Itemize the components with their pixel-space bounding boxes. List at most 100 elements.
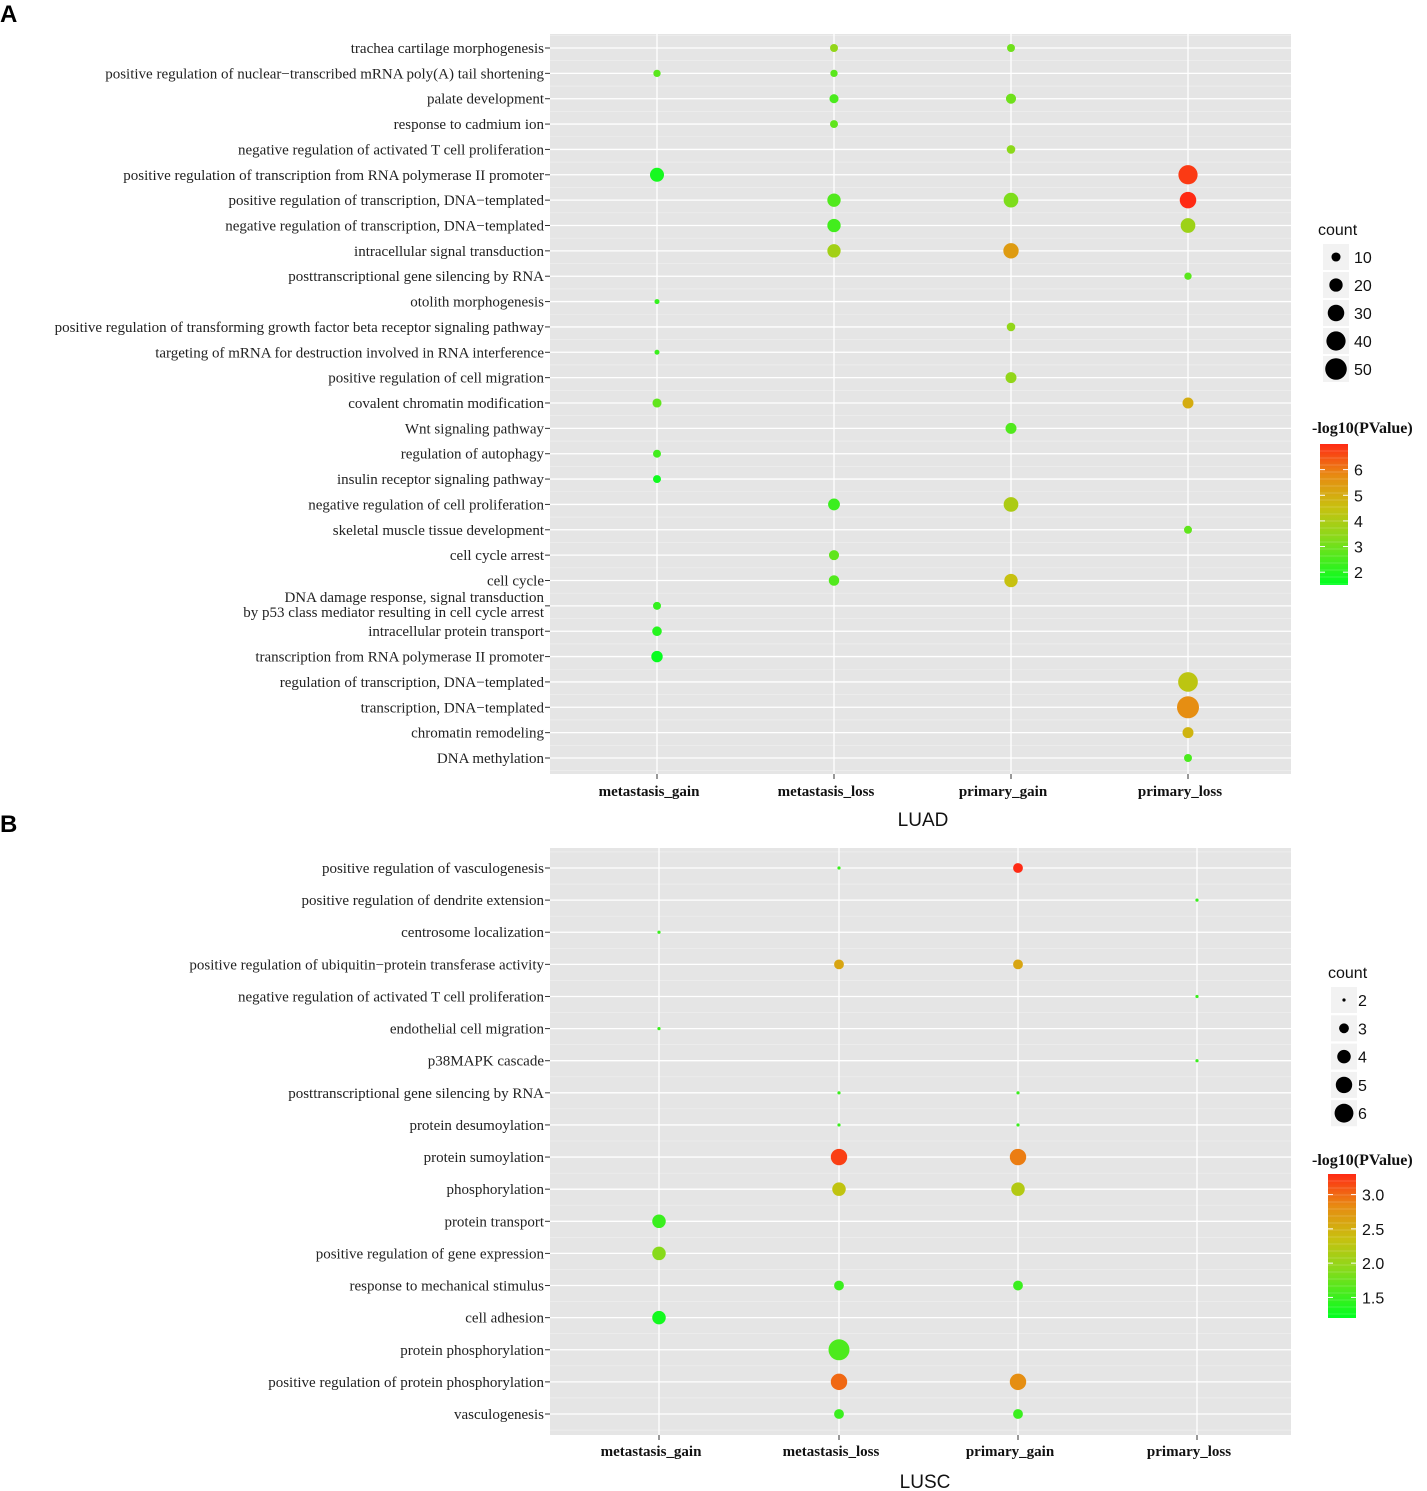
color-tick-label: 3.0 [1362, 1188, 1384, 1205]
color-tick-label: 4 [1354, 514, 1363, 531]
data-point [1184, 272, 1192, 280]
data-point [653, 449, 661, 458]
panel-letter: B [0, 811, 17, 838]
data-point [1013, 959, 1023, 970]
color-legend-title: -log10(PValue) [1312, 420, 1413, 437]
data-point [834, 959, 844, 970]
term-label: cell adhesion [465, 1311, 544, 1327]
size-legend-dot [1339, 1023, 1349, 1034]
data-point [837, 866, 841, 870]
x-tick-label: primary_gain [966, 1444, 1055, 1460]
data-point [654, 349, 660, 355]
term-label: trachea cartilage morphogenesis [351, 41, 544, 57]
term-label: positive regulation of transforming grow… [55, 320, 545, 336]
data-point [652, 1310, 666, 1325]
data-point [830, 44, 838, 52]
data-point [1016, 1123, 1020, 1127]
data-point [1177, 696, 1199, 719]
term-label: insulin receptor signaling pathway [337, 472, 545, 488]
data-point [830, 120, 838, 129]
term-label: cell cycle arrest [450, 548, 545, 564]
term-label: response to mechanical stimulus [349, 1279, 544, 1295]
data-point [1005, 93, 1017, 104]
data-point [1013, 1409, 1023, 1419]
data-point [657, 1026, 661, 1031]
x-tick-label: metastasis_gain [601, 1444, 702, 1460]
size-legend-dot [1325, 358, 1347, 380]
data-point [651, 650, 663, 663]
term-label: transcription from RNA polymerase II pro… [255, 650, 544, 666]
data-point [834, 1409, 844, 1419]
term-label: skeletal muscle tissue development [333, 523, 545, 539]
data-point [653, 475, 661, 484]
data-point [828, 575, 840, 586]
size-legend-title: count [1318, 222, 1358, 239]
term-label: palate development [427, 92, 545, 108]
x-tick-label: primary_loss [1138, 784, 1222, 800]
data-point [653, 69, 661, 78]
term-label: vasculogenesis [454, 1407, 544, 1423]
x-axis-title: LUAD [898, 810, 949, 831]
data-point [1003, 243, 1019, 259]
size-legend-label: 6 [1358, 1106, 1367, 1123]
size-legend-label: 30 [1354, 306, 1372, 323]
size-legend-label: 50 [1354, 362, 1372, 379]
data-point [652, 1214, 666, 1229]
term-label: negative regulation of transcription, DN… [225, 219, 544, 235]
size-legend-dot [1335, 1076, 1353, 1094]
data-point [837, 1091, 841, 1095]
data-point [1006, 322, 1016, 332]
data-point [832, 1182, 846, 1196]
data-point [1178, 165, 1198, 185]
data-point [1011, 1182, 1025, 1196]
data-point [828, 1339, 850, 1361]
data-point [1195, 1059, 1199, 1063]
term-label: positive regulation of gene expression [316, 1246, 545, 1262]
color-tick-label: 2 [1354, 565, 1363, 582]
size-legend-label: 10 [1354, 250, 1372, 267]
color-tick-label: 6 [1354, 463, 1363, 480]
term-label: otolith morphogenesis [410, 295, 544, 311]
x-tick-label: metastasis_loss [783, 1444, 880, 1460]
data-point [1182, 727, 1194, 739]
data-point [652, 626, 662, 637]
data-point [1182, 397, 1194, 409]
term-label: endothelial cell migration [390, 1022, 545, 1038]
term-label: protein phosphorylation [400, 1343, 544, 1359]
term-label: regulation of transcription, DNA−templat… [280, 675, 545, 691]
size-legend-label: 4 [1358, 1050, 1367, 1067]
data-point [1013, 863, 1023, 873]
data-point [828, 498, 840, 511]
data-point [1007, 44, 1015, 52]
color-tick-label: 2.0 [1362, 1256, 1384, 1273]
data-point [1179, 191, 1197, 209]
size-legend-dot [1342, 998, 1346, 1002]
data-point [1195, 994, 1199, 999]
size-legend-label: 20 [1354, 278, 1372, 295]
term-label: posttranscriptional gene silencing by RN… [288, 1086, 544, 1102]
data-point [652, 398, 662, 408]
data-point [1178, 672, 1198, 692]
term-label: covalent chromatin modification [348, 396, 544, 412]
color-bar [1320, 444, 1348, 585]
term-label: transcription, DNA−templated [361, 700, 545, 716]
data-point [1009, 1148, 1027, 1166]
size-legend-dot [1327, 304, 1345, 322]
term-label: p38MAPK cascade [428, 1054, 545, 1070]
term-label: positive regulation of ubiquitin−protein… [189, 957, 544, 973]
term-label: regulation of autophagy [401, 447, 545, 463]
term-label: protein sumoylation [424, 1150, 545, 1166]
term-label: positive regulation of protein phosphory… [268, 1375, 544, 1391]
term-label: positive regulation of cell migration [328, 371, 544, 387]
color-tick-label: 5 [1354, 488, 1363, 505]
x-tick-label: primary_loss [1147, 1444, 1231, 1460]
term-label: protein transport [444, 1214, 544, 1230]
term-label: intracellular protein transport [368, 624, 545, 640]
data-point [827, 244, 841, 258]
color-tick-label: 2.5 [1362, 1222, 1384, 1239]
data-point [1184, 525, 1192, 534]
data-point [654, 299, 660, 305]
data-point [830, 1148, 848, 1166]
size-legend-label: 40 [1354, 334, 1372, 351]
size-legend-dot [1329, 278, 1343, 292]
